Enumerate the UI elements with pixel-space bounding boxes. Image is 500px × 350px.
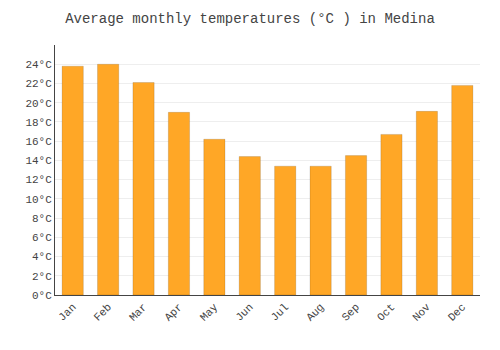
svg-text:Feb: Feb bbox=[92, 301, 114, 323]
svg-text:4°C: 4°C bbox=[32, 251, 52, 263]
svg-text:Jun: Jun bbox=[233, 301, 255, 323]
svg-text:Oct: Oct bbox=[375, 301, 397, 323]
svg-text:Jul: Jul bbox=[269, 301, 291, 323]
svg-text:6°C: 6°C bbox=[32, 232, 52, 244]
svg-text:22°C: 22°C bbox=[25, 78, 52, 90]
svg-text:16°C: 16°C bbox=[25, 136, 52, 148]
svg-text:0°C: 0°C bbox=[32, 290, 52, 302]
svg-text:12°C: 12°C bbox=[25, 174, 52, 186]
svg-text:Aug: Aug bbox=[304, 301, 326, 323]
svg-text:Jan: Jan bbox=[56, 301, 78, 323]
svg-text:8°C: 8°C bbox=[32, 213, 52, 225]
svg-text:24°C: 24°C bbox=[25, 59, 52, 71]
svg-text:May: May bbox=[198, 301, 221, 324]
svg-text:Apr: Apr bbox=[162, 301, 184, 323]
svg-text:Sep: Sep bbox=[340, 301, 362, 323]
svg-text:2°C: 2°C bbox=[32, 271, 52, 283]
svg-text:10°C: 10°C bbox=[25, 194, 52, 206]
svg-text:Dec: Dec bbox=[446, 301, 468, 323]
svg-text:Mar: Mar bbox=[127, 301, 149, 323]
svg-text:18°C: 18°C bbox=[25, 117, 52, 129]
svg-text:20°C: 20°C bbox=[25, 98, 52, 110]
svg-text:Average monthly temperatures (: Average monthly temperatures (°C ) in Me… bbox=[65, 11, 435, 27]
svg-text:14°C: 14°C bbox=[25, 155, 52, 167]
svg-text:Nov: Nov bbox=[410, 301, 433, 324]
